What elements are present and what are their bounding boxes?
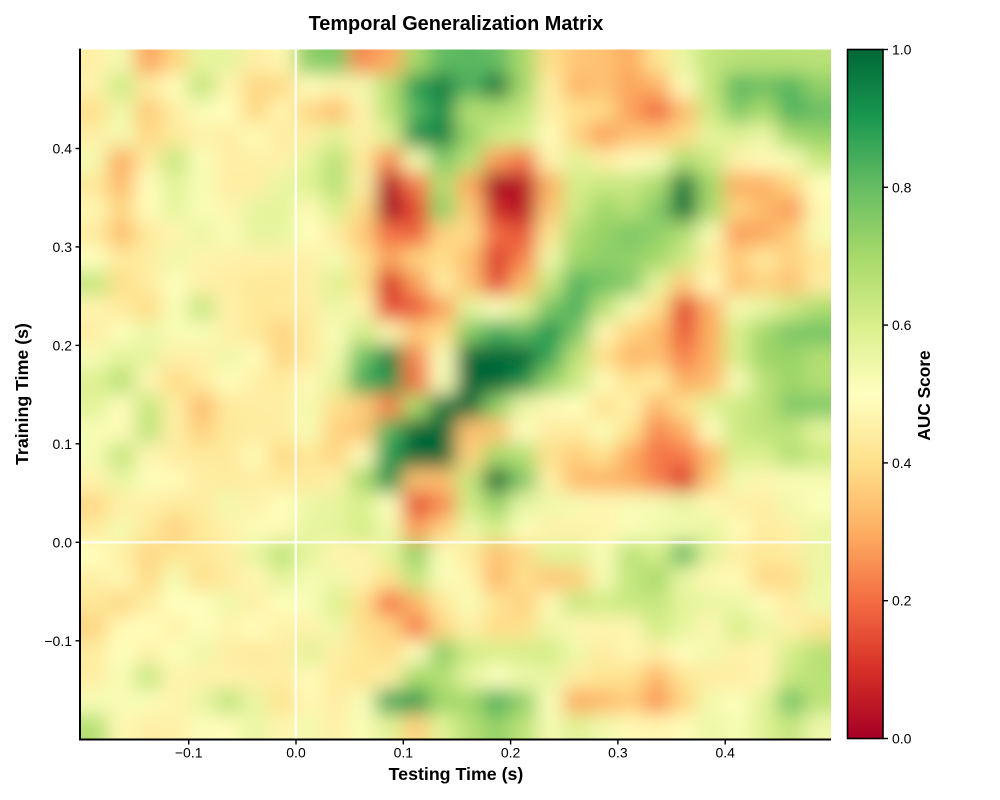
svg-text:0.2: 0.2 (501, 745, 521, 761)
svg-text:Training Time (s): Training Time (s) (12, 323, 32, 465)
svg-text:0.0: 0.0 (892, 731, 912, 747)
svg-text:−0.1: −0.1 (44, 633, 72, 649)
svg-text:Testing Time (s): Testing Time (s) (389, 764, 524, 784)
svg-text:0.3: 0.3 (53, 239, 73, 255)
svg-text:0.1: 0.1 (394, 745, 414, 761)
svg-text:AUC Score: AUC Score (914, 350, 934, 441)
svg-text:0.8: 0.8 (892, 179, 912, 195)
svg-text:0.0: 0.0 (286, 745, 306, 761)
svg-text:0.4: 0.4 (892, 455, 912, 471)
svg-text:0.0: 0.0 (53, 534, 73, 550)
svg-text:0.4: 0.4 (53, 141, 73, 157)
svg-text:0.2: 0.2 (892, 593, 912, 609)
svg-text:−0.1: −0.1 (175, 745, 203, 761)
svg-text:0.6: 0.6 (892, 317, 912, 333)
svg-text:0.3: 0.3 (608, 745, 628, 761)
svg-text:0.4: 0.4 (715, 745, 735, 761)
svg-text:0.2: 0.2 (53, 337, 73, 353)
svg-text:1.0: 1.0 (892, 42, 912, 58)
svg-text:0.1: 0.1 (53, 436, 73, 452)
svg-text:Temporal Generalization Matrix: Temporal Generalization Matrix (309, 13, 604, 35)
